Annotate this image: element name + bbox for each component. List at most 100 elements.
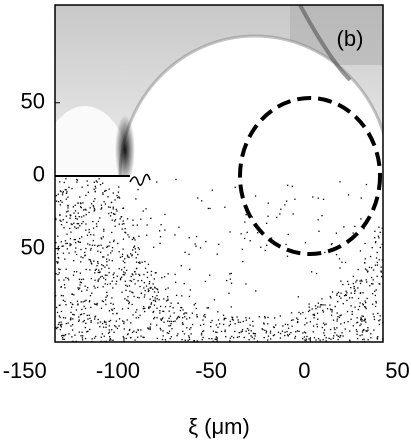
particle xyxy=(296,317,298,319)
particle xyxy=(294,335,297,338)
particle xyxy=(236,336,239,338)
particle xyxy=(61,335,63,337)
particle xyxy=(193,304,195,306)
particle xyxy=(167,299,169,301)
particle xyxy=(112,339,114,341)
particle xyxy=(378,283,380,285)
particle xyxy=(112,287,114,289)
particle xyxy=(162,310,164,312)
particle xyxy=(374,242,377,244)
particle xyxy=(81,290,83,292)
particle xyxy=(357,321,359,323)
particle xyxy=(146,271,149,273)
particle xyxy=(116,327,119,330)
particle xyxy=(352,232,354,234)
particle xyxy=(57,201,60,203)
particle xyxy=(97,286,99,289)
particle xyxy=(251,336,253,338)
particle xyxy=(245,330,247,332)
particle xyxy=(349,330,351,332)
particle xyxy=(101,238,103,240)
particle xyxy=(111,260,113,262)
particle xyxy=(269,330,272,332)
particle xyxy=(177,315,179,318)
particle xyxy=(152,283,154,285)
particle xyxy=(94,185,96,187)
particle xyxy=(73,222,75,224)
particle xyxy=(357,338,359,340)
particle xyxy=(111,309,113,311)
particle xyxy=(279,315,281,317)
particle xyxy=(307,310,310,313)
particle xyxy=(275,324,277,326)
particle xyxy=(217,319,220,321)
particle xyxy=(260,246,262,248)
particle xyxy=(340,314,342,316)
particle xyxy=(76,179,79,181)
particle xyxy=(173,312,175,314)
particle xyxy=(103,277,105,279)
particle xyxy=(196,316,198,318)
particle xyxy=(67,210,69,212)
particle xyxy=(168,317,170,319)
particle xyxy=(344,261,347,264)
x-tick-label: -150 xyxy=(3,358,47,383)
particle xyxy=(364,306,367,308)
particle xyxy=(116,312,118,314)
particle xyxy=(121,291,123,293)
particle xyxy=(176,318,178,320)
particle xyxy=(103,326,105,328)
particle xyxy=(362,292,364,294)
particle xyxy=(189,328,191,330)
particle xyxy=(267,215,269,217)
particle xyxy=(60,326,62,328)
particle xyxy=(177,302,179,304)
particle xyxy=(248,317,251,319)
particle xyxy=(316,312,319,314)
particle xyxy=(149,306,151,308)
particle xyxy=(196,314,198,316)
particle xyxy=(291,325,293,327)
particle xyxy=(138,297,140,299)
particle xyxy=(102,247,104,249)
particle xyxy=(150,323,152,325)
particle xyxy=(337,316,339,318)
particle xyxy=(126,254,129,256)
particle xyxy=(223,319,225,321)
particle xyxy=(79,281,81,283)
particle xyxy=(118,223,120,225)
particle xyxy=(226,279,228,282)
particle xyxy=(250,330,252,332)
particle xyxy=(330,297,332,299)
particle xyxy=(312,325,315,327)
particle xyxy=(76,181,78,183)
particle xyxy=(360,323,362,325)
particle xyxy=(356,317,358,319)
particle xyxy=(125,337,127,340)
particle xyxy=(58,315,60,317)
particle xyxy=(175,281,177,283)
particle xyxy=(320,304,323,306)
particle xyxy=(282,325,284,327)
particle xyxy=(60,286,62,288)
particle xyxy=(147,328,150,330)
particle xyxy=(99,321,102,323)
particle xyxy=(237,321,240,323)
particle xyxy=(69,243,71,245)
particle xyxy=(319,304,322,306)
particle xyxy=(341,332,343,334)
particle xyxy=(97,279,99,281)
particle xyxy=(102,265,104,267)
particle xyxy=(159,230,161,232)
particle xyxy=(64,300,66,302)
particle xyxy=(253,333,255,335)
particle xyxy=(355,281,357,283)
particle xyxy=(82,301,84,303)
particle xyxy=(264,317,266,319)
particle xyxy=(92,220,94,223)
particle xyxy=(339,314,341,317)
particle xyxy=(332,319,335,321)
particle xyxy=(193,340,195,342)
particle xyxy=(92,227,95,229)
particle xyxy=(211,338,213,340)
